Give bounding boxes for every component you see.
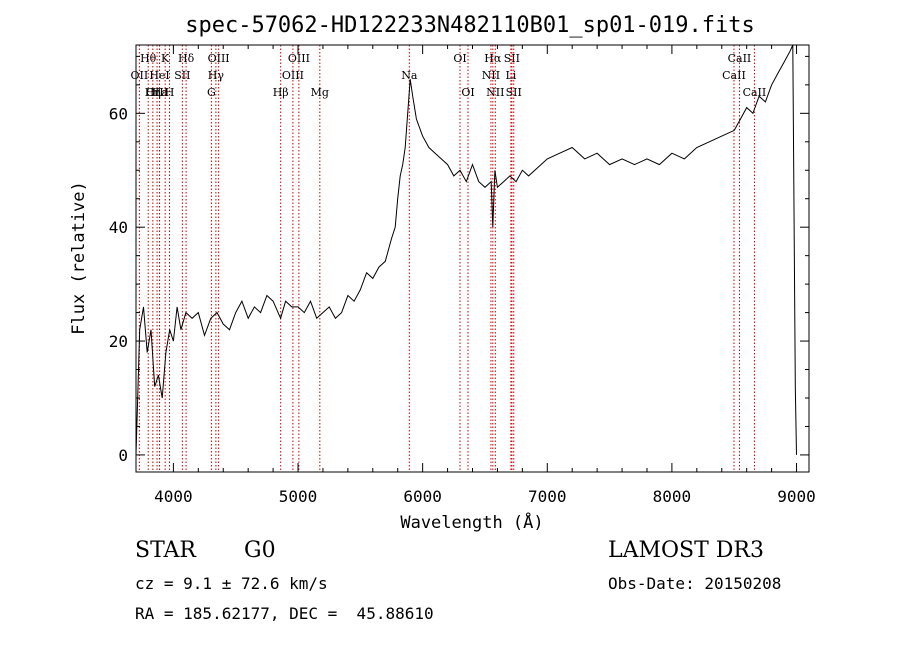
spectral-subclass: G0 (244, 538, 276, 563)
marker-label-14: OIII (282, 69, 304, 82)
marker-label-9: SII (174, 69, 190, 82)
survey-name: LAMOST DR3 (608, 538, 764, 563)
marker-label-23: Li (505, 69, 516, 82)
marker-label-4: K (161, 52, 170, 65)
chart-title: spec-57062-HD122233N482110B01_sp01-019.f… (185, 13, 755, 38)
obs-date: Obs-Date: 20150208 (608, 574, 782, 593)
x-tick-label: 7000 (528, 487, 567, 506)
x-tick-label: 6000 (403, 487, 442, 506)
x-tick-label: 9000 (777, 487, 816, 506)
marker-label-3: Hε (152, 86, 168, 99)
marker-label-5: HeI (149, 69, 169, 82)
x-tick-label: 4000 (154, 487, 193, 506)
marker-label-22: NII (482, 69, 500, 82)
marker-label-15: Hβ (273, 86, 289, 99)
object-type: STAR (135, 538, 196, 563)
marker-label-0: Hθ (140, 52, 157, 65)
marker-label-6: Hη (145, 86, 161, 99)
marker-label-27: CaII (722, 69, 746, 82)
marker-label-17: Na (401, 69, 418, 82)
y-tick-label: 60 (109, 104, 128, 123)
marker-label-13: OIII (288, 52, 310, 65)
marker-label-24: NII (486, 86, 504, 99)
marker-label-7: H (165, 86, 175, 99)
plot-frame (135, 44, 810, 473)
marker-label-2: OIII (146, 86, 168, 99)
y-tick-label: 20 (109, 332, 128, 351)
y-axis: 0 20 40 60 (109, 55, 809, 465)
marker-label-11: Hγ (208, 69, 225, 82)
marker-label-1: OII (131, 69, 149, 82)
marker-label-16: Mg (311, 86, 329, 99)
marker-label-26: CaII (728, 52, 752, 65)
x-axis-label: Wavelength (Å) (400, 511, 543, 533)
y-tick-label: 40 (109, 218, 128, 237)
marker-label-25: SII (506, 86, 522, 99)
marker-label-28: CaII (743, 86, 767, 99)
marker-label-12: G (207, 86, 216, 99)
marker-label-8: Hδ (178, 52, 195, 65)
marker-label-18: OI (453, 52, 466, 65)
y-axis-label: Flux (relative) (69, 181, 89, 335)
y-tick-label: 0 (118, 446, 128, 465)
marker-label-10: OIII (208, 52, 230, 65)
coordinates: RA = 185.62177, DEC = 45.88610 (135, 604, 434, 623)
marker-label-20: Hα (484, 52, 502, 65)
redshift-readout: cz = 9.1 ± 72.6 km/s (135, 574, 328, 593)
marker-label-19: OI (461, 86, 474, 99)
marker-label-21: SII (504, 52, 520, 65)
spectrum-line (135, 44, 797, 455)
x-tick-label: 8000 (653, 487, 692, 506)
x-tick-label: 5000 (279, 487, 318, 506)
x-axis: 4000 5000 6000 7000 8000 9000 (154, 45, 816, 506)
